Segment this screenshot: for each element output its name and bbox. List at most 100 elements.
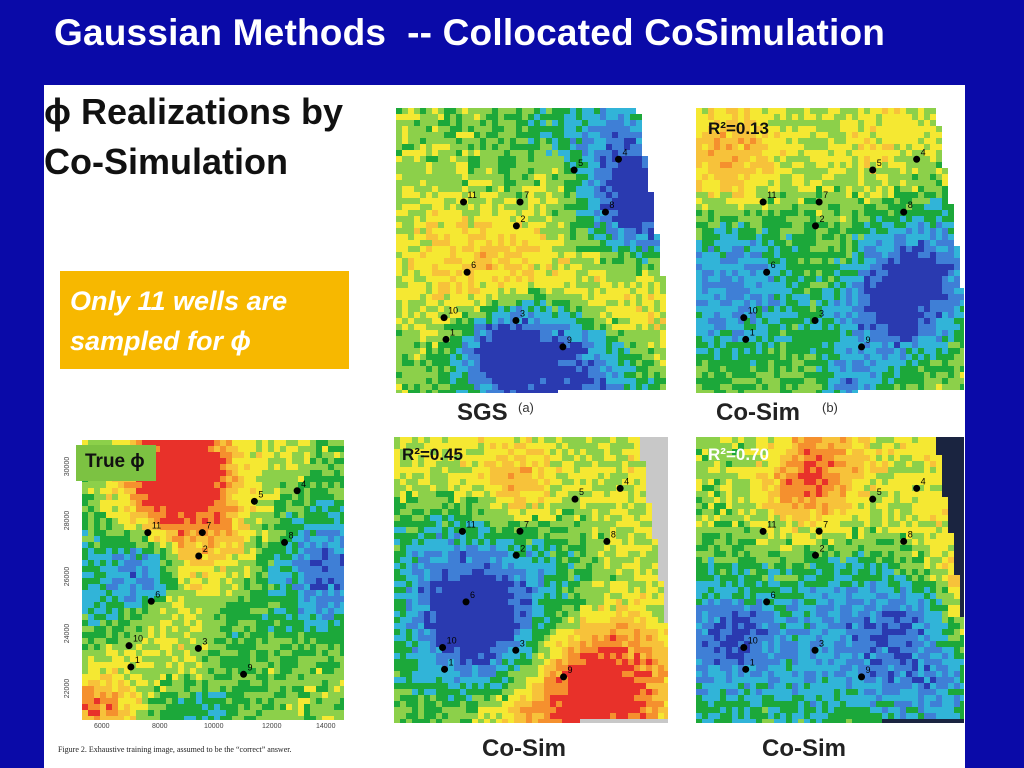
well-marker (240, 670, 248, 678)
well-label: 1 (135, 655, 140, 665)
well-marker (516, 198, 524, 206)
well-label: 8 (611, 529, 616, 539)
well-label: 2 (520, 543, 525, 553)
content-panel: ϕ Realizations by Co-Simulation Only 11 … (44, 85, 965, 768)
cosim-070-r2: R²=0.70 (708, 445, 769, 464)
well-label: 7 (823, 190, 828, 200)
well-label: 9 (567, 335, 572, 345)
well-marker (570, 166, 578, 174)
well-label: 11 (767, 190, 776, 200)
well-marker (440, 314, 448, 322)
cosim-b-caption: Co-Sim (716, 399, 800, 426)
well-marker (811, 316, 819, 324)
cosim-b-r2: R²=0.13 (708, 119, 769, 138)
well-label: 9 (866, 665, 871, 675)
well-marker (811, 551, 819, 559)
well-marker (759, 198, 767, 206)
x-tick: 12000 (262, 723, 282, 730)
well-marker (512, 316, 520, 324)
well-marker (616, 484, 624, 492)
well-label: 7 (524, 519, 529, 529)
true-phi-label: True ϕ (76, 445, 156, 481)
well-label: 4 (921, 476, 926, 486)
well-marker (458, 527, 466, 535)
well-label: 7 (823, 519, 828, 529)
well-marker (463, 268, 471, 276)
well-marker (250, 497, 258, 505)
well-label: 11 (152, 521, 161, 531)
well-marker (742, 335, 750, 343)
well-marker (740, 314, 748, 322)
well-label: 3 (819, 308, 824, 318)
well-marker (601, 208, 609, 216)
well-marker (815, 198, 823, 206)
cosim-070-realization-map: 1 2 3 4 5 6 7 8 9 10 11 (696, 437, 964, 723)
cosim-b-realization-map: 1 2 3 4 5 6 7 8 9 10 11 (696, 108, 964, 393)
well-label: 10 (447, 635, 457, 645)
well-marker (858, 343, 866, 351)
well-marker (441, 665, 449, 673)
x-tick: 14000 (316, 723, 336, 730)
well-label: 6 (771, 590, 776, 600)
well-marker (512, 646, 520, 654)
well-label: 1 (750, 657, 755, 667)
well-label: 6 (771, 260, 776, 270)
well-label: 2 (203, 544, 208, 554)
well-label: 5 (578, 158, 583, 168)
well-label: 10 (748, 306, 758, 316)
well-marker (512, 551, 520, 559)
well-marker (759, 527, 767, 535)
well-label: 5 (877, 487, 882, 497)
well-marker (125, 642, 133, 650)
cosim-045-realization-map: 1 2 3 4 5 6 7 8 9 10 11 (394, 437, 668, 723)
cosim-045-r2: R²=0.45 (402, 445, 463, 464)
well-label: 7 (524, 190, 529, 200)
well-marker (913, 155, 921, 163)
figure-caption: Figure 2. Exhaustive training image, ass… (58, 745, 292, 754)
well-marker (811, 222, 819, 230)
well-label: 4 (301, 479, 306, 489)
well-marker (559, 343, 567, 351)
well-label: 11 (767, 519, 776, 529)
well-marker (869, 166, 877, 174)
well-label: 7 (206, 521, 211, 531)
well-label: 8 (908, 200, 913, 210)
well-marker (614, 155, 622, 163)
well-label: 3 (819, 638, 824, 648)
well-marker (281, 538, 289, 546)
well-marker (815, 527, 823, 535)
well-label: 10 (448, 306, 458, 316)
sgs-sub-label: (a) (518, 400, 534, 415)
well-label: 1 (750, 327, 755, 337)
well-marker (858, 673, 866, 681)
well-label: 9 (568, 665, 573, 675)
well-marker (560, 673, 568, 681)
true-phi-map: 1 2 3 4 5 6 7 8 9 10 11 (82, 440, 344, 720)
well-label: 8 (908, 529, 913, 539)
well-marker (913, 484, 921, 492)
well-marker (439, 643, 447, 651)
well-label: 10 (133, 634, 143, 644)
well-label: 3 (520, 638, 525, 648)
well-marker (763, 598, 771, 606)
well-label: 3 (202, 636, 207, 646)
well-label: 5 (258, 489, 263, 499)
x-tick: 10000 (204, 723, 224, 730)
y-tick: 30000 (64, 456, 72, 477)
slide-heading: ϕ Realizations by Co-Simulation (44, 87, 343, 187)
well-label: 6 (471, 260, 476, 270)
well-label: 8 (609, 200, 614, 210)
well-label: 4 (622, 147, 627, 157)
x-tick: 8000 (152, 723, 168, 730)
well-label: 5 (579, 487, 584, 497)
well-label: 8 (289, 530, 294, 540)
y-tick: 28000 (64, 510, 72, 531)
well-marker (516, 527, 524, 535)
well-label: 1 (449, 657, 454, 667)
well-label: 5 (877, 158, 882, 168)
well-marker (900, 208, 908, 216)
well-label: 10 (748, 635, 758, 645)
well-marker (194, 644, 202, 652)
well-label: 11 (468, 190, 477, 200)
well-label: 3 (520, 308, 525, 318)
